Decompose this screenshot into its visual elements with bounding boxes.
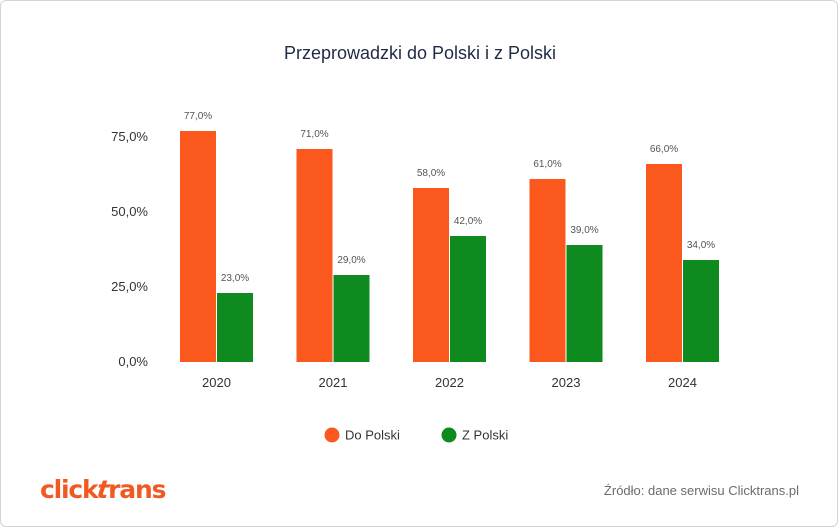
- bars: [180, 131, 719, 362]
- data-label: 77,0%: [184, 111, 212, 122]
- data-labels: 77,0% 23,0% 71,0% 29,0% 58,0% 42,0% 61,0% 39,0%…: [184, 111, 715, 284]
- y-tick-label: 75,0%: [111, 129, 148, 144]
- y-tick-label: 0,0%: [118, 354, 148, 369]
- data-label: 66,0%: [650, 144, 678, 155]
- legend-marker: [441, 427, 457, 443]
- data-label: 71,0%: [300, 129, 328, 140]
- bar-do-polski-2021: [296, 149, 333, 362]
- x-tick-label: 2021: [319, 375, 348, 390]
- bar-do-polski-2020: [180, 131, 216, 362]
- source-note: Źródło: dane serwisu Clicktrans.pl: [603, 483, 799, 498]
- legend-marker: [324, 427, 340, 443]
- data-label: 39,0%: [570, 225, 598, 236]
- data-label: 61,0%: [533, 159, 561, 170]
- clicktrans-logo: clicktrans: [40, 475, 166, 505]
- data-label: 23,0%: [221, 273, 249, 284]
- y-tick-label: 25,0%: [111, 279, 148, 294]
- legend: Do Polski Z Polski: [324, 427, 508, 443]
- x-tick-label: 2023: [552, 375, 581, 390]
- bar-z-polski-2024: [683, 260, 719, 362]
- bar-do-polski-2024: [646, 164, 682, 362]
- y-axis: 0,0% 25,0% 50,0% 75,0%: [111, 129, 148, 369]
- legend-label: Z Polski: [462, 428, 508, 443]
- bar-do-polski-2023: [529, 179, 566, 362]
- x-tick-label: 2022: [435, 375, 464, 390]
- x-tick-label: 2020: [202, 375, 231, 390]
- bar-z-polski-2020: [217, 293, 253, 362]
- bar-z-polski-2023: [566, 245, 603, 362]
- y-tick-label: 50,0%: [111, 204, 148, 219]
- data-label: 29,0%: [337, 255, 365, 266]
- bar-z-polski-2022: [450, 236, 486, 362]
- x-tick-label: 2024: [668, 375, 697, 390]
- chart-title: Przeprowadzki do Polski i z Polski: [284, 43, 556, 63]
- data-label: 34,0%: [687, 240, 715, 251]
- logo-text-rans: rans: [108, 475, 166, 504]
- bar-z-polski-2021: [333, 275, 370, 362]
- x-axis: 2020 2021 2022 2023 2024: [202, 375, 697, 390]
- bar-do-polski-2022: [413, 188, 449, 362]
- legend-label: Do Polski: [345, 428, 400, 443]
- data-label: 58,0%: [417, 168, 445, 179]
- data-label: 42,0%: [454, 216, 482, 227]
- logo-text-click: click: [40, 475, 99, 504]
